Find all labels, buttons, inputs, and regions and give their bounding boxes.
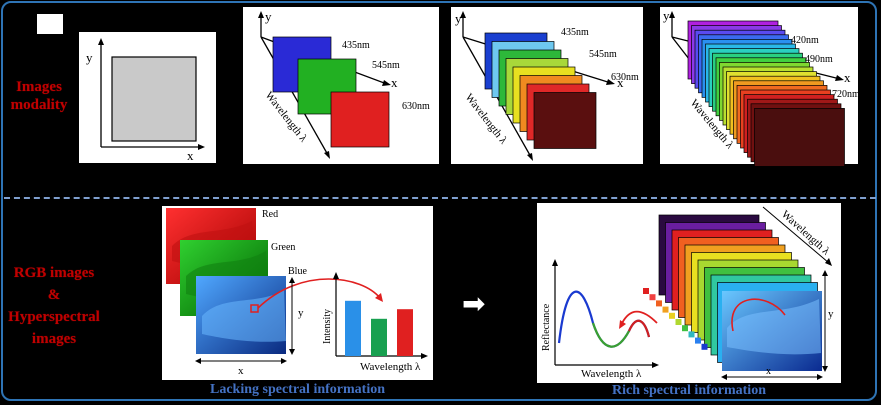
intensity-bar <box>397 309 413 356</box>
multispectral-cube-panel: y x 435nm 545nm 630nm Wavelength λ <box>451 7 643 164</box>
channel-label: Blue <box>288 266 307 277</box>
spectrum-arrow <box>620 310 658 326</box>
band-slice <box>754 108 845 167</box>
y-axis-label: y <box>86 50 93 65</box>
channel-label: Red <box>262 209 278 220</box>
hyperspectral-images-panel: Reflectance Wavelength λ y x Wavelength … <box>537 203 841 383</box>
grayscale-panel: y x <box>79 32 216 163</box>
row-label-line: images <box>31 331 77 347</box>
row-divider <box>4 197 876 199</box>
hyperspectral-cube-panel: y x 420nm 490nm 720nm Wavelength λ <box>660 7 860 167</box>
band-label: 435nm <box>342 40 370 51</box>
band-label: 545nm <box>589 49 617 60</box>
pixel-spectrum-square <box>669 312 675 319</box>
intensity-bar <box>371 318 387 356</box>
pixel-spectrum-square <box>643 288 649 294</box>
pixel-arrow <box>731 298 786 332</box>
wavelength-depth-label: Wavelength λ <box>779 208 832 258</box>
band-label: 420nm <box>791 35 819 46</box>
rgb-cube-panel: y x 435nm 545nm 630nm Wavelength λ <box>243 7 439 164</box>
caption-rich: Rich spectral information <box>612 383 766 398</box>
reflectance-axis-label: Reflectance <box>541 303 552 351</box>
band-label: 630nm <box>611 72 639 83</box>
x-axis-label: x <box>187 148 194 163</box>
row-label-line: & <box>47 287 61 303</box>
pixel-spectrum-square <box>675 319 682 325</box>
spectrum-curve <box>557 290 651 348</box>
wavelength-axis-label: Wavelength λ <box>360 361 421 373</box>
pixel-spectrum-square <box>701 343 708 350</box>
pixel-arrow <box>257 278 381 309</box>
x-axis-label: x <box>844 70 851 85</box>
x-dimension-label: x <box>766 366 771 377</box>
y-axis-label: y <box>663 8 670 23</box>
pixel-spectrum-square <box>695 337 701 344</box>
pixel-spectrum-square <box>662 306 669 313</box>
row-label-line: RGB images <box>13 265 95 281</box>
y-axis-label: y <box>265 9 272 24</box>
row-label-modality: Images modality <box>10 79 68 113</box>
channel-label: Green <box>271 242 295 253</box>
corner-label-box <box>37 14 63 34</box>
band-label: 720nm <box>832 89 860 100</box>
intensity-axis-label: Intensity <box>322 309 333 344</box>
wavelength-axis-label: Wavelength λ <box>581 368 642 380</box>
row-label-rgb-hsi: RGB images & Hyperspectral images <box>6 262 102 350</box>
band-label: 630nm <box>402 101 430 112</box>
next-arrow-icon: ➡ <box>462 287 486 320</box>
pixel-spectrum-square <box>688 331 695 338</box>
pixel-spectrum-square <box>656 300 662 307</box>
band-label: 545nm <box>372 60 400 71</box>
pixel-marker <box>250 304 259 313</box>
y-dimension-label: y <box>828 308 834 320</box>
y-axis-label: y <box>455 11 462 26</box>
rgb-images-panel: Red Green Blue y x Intensity Wavelength … <box>162 206 433 380</box>
band-label: 435nm <box>561 27 589 38</box>
pixel-spectrum-square <box>682 325 688 332</box>
x-dimension-label: x <box>238 365 244 377</box>
caption-lacking: Lacking spectral information <box>210 382 385 397</box>
y-dimension-label: y <box>298 307 304 319</box>
pixel-spectrum-square <box>649 294 656 301</box>
band-label: 490nm <box>805 54 833 65</box>
band-slice <box>330 91 390 148</box>
band-slice <box>533 92 597 149</box>
x-axis-label: x <box>391 75 398 90</box>
row-label-line: Hyperspectral <box>8 309 100 325</box>
x-axis-label: x <box>617 75 624 90</box>
intensity-bar <box>345 300 361 356</box>
